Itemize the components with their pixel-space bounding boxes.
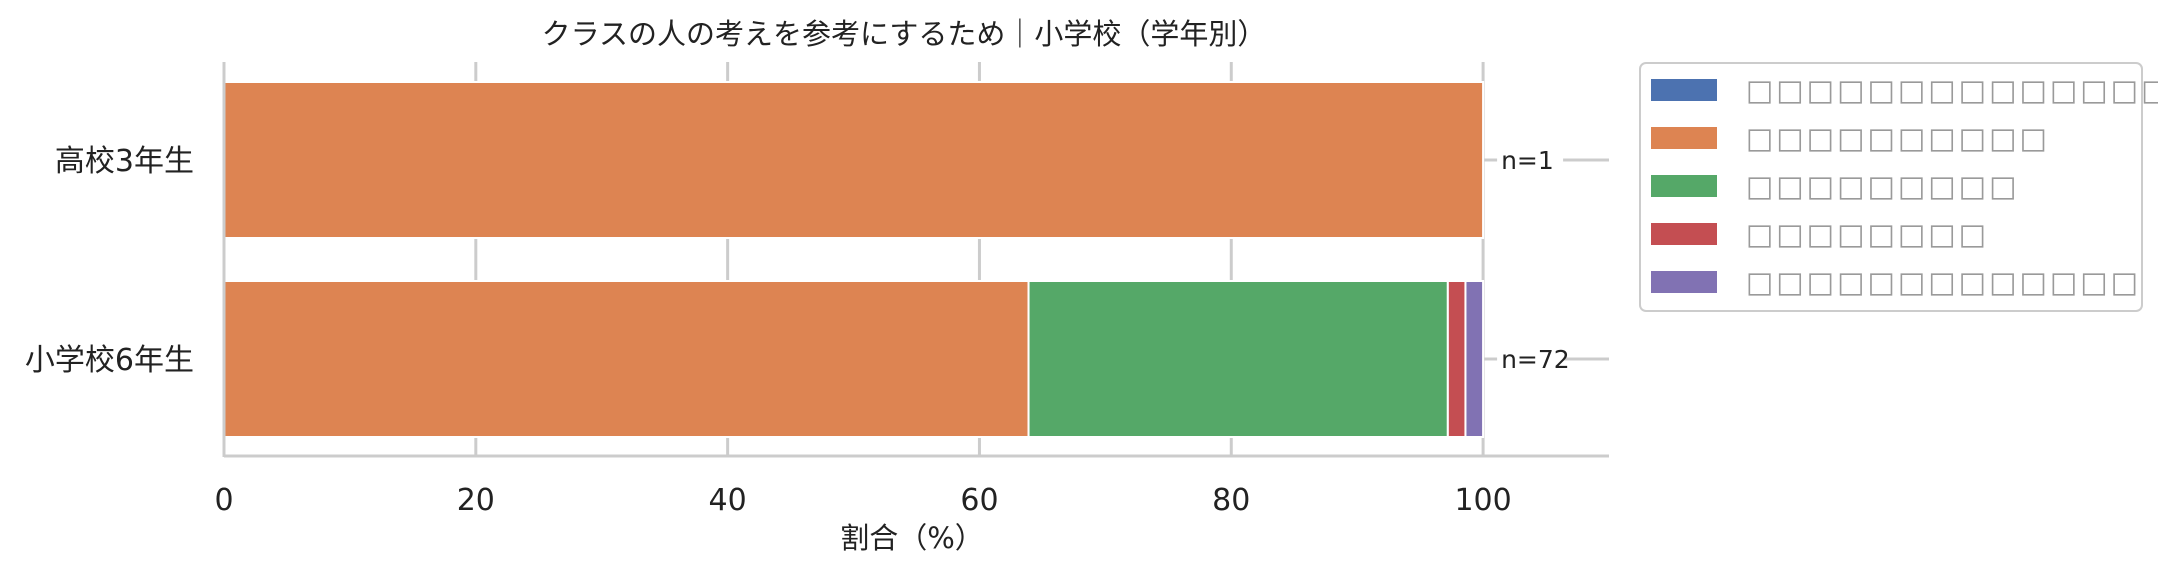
x-tick-label: 80 <box>1212 483 1250 518</box>
legend-swatch <box>1651 271 1717 293</box>
y-tick-label: 高校3年生 <box>55 144 194 179</box>
y-tick-label: 小学校6年生 <box>25 343 194 378</box>
legend-swatch <box>1651 223 1717 245</box>
legend-label: □□□□□□□□ <box>1746 217 1989 251</box>
legend-frame <box>1639 62 2143 312</box>
bar-segment <box>1027 280 1449 438</box>
x-tick-label: 60 <box>960 483 998 518</box>
legend-swatch <box>1651 79 1717 101</box>
n-label-background <box>1497 144 1564 176</box>
x-tick-label: 0 <box>214 483 233 518</box>
x-axis-label: 割合（%） <box>840 521 984 555</box>
bar-segment <box>1446 280 1467 438</box>
legend-swatch <box>1651 175 1717 197</box>
bar-segment <box>223 81 1485 239</box>
chart-title: クラスの人の考えを参考にするため｜小学校（学年別） <box>542 17 1267 51</box>
legend-label: □□□□□□□□□□ <box>1746 121 2050 155</box>
n-label-background <box>1497 343 1564 375</box>
sample-size-label: n=1 <box>1501 146 1554 175</box>
labels: クラスの人の考えを参考にするため｜小学校（学年別） 割合（%） 0 20 40 60 8… <box>25 17 1570 555</box>
axes <box>222 62 1609 458</box>
legend-label: □□□□□□□□□□□□□□□□□ <box>1746 73 2158 107</box>
legend: □□□□□□□□□□□□□□ □□□□□□□□□□□□□□□□□□□□□□□□□□… <box>1639 62 2158 312</box>
x-tick-label: 40 <box>709 483 747 518</box>
bar-segment <box>223 280 1030 438</box>
bar-segment <box>1464 280 1485 438</box>
legend-swatch <box>1651 127 1717 149</box>
sample-size-label: n=72 <box>1501 345 1570 374</box>
x-tick-label: 20 <box>457 483 495 518</box>
x-tick-label: 100 <box>1454 483 1511 518</box>
legend-label: □□□□□□□□□□□□□ <box>1746 265 2141 299</box>
bars <box>223 81 1485 438</box>
legend-label: □□□□□□□□□ <box>1746 169 2020 203</box>
